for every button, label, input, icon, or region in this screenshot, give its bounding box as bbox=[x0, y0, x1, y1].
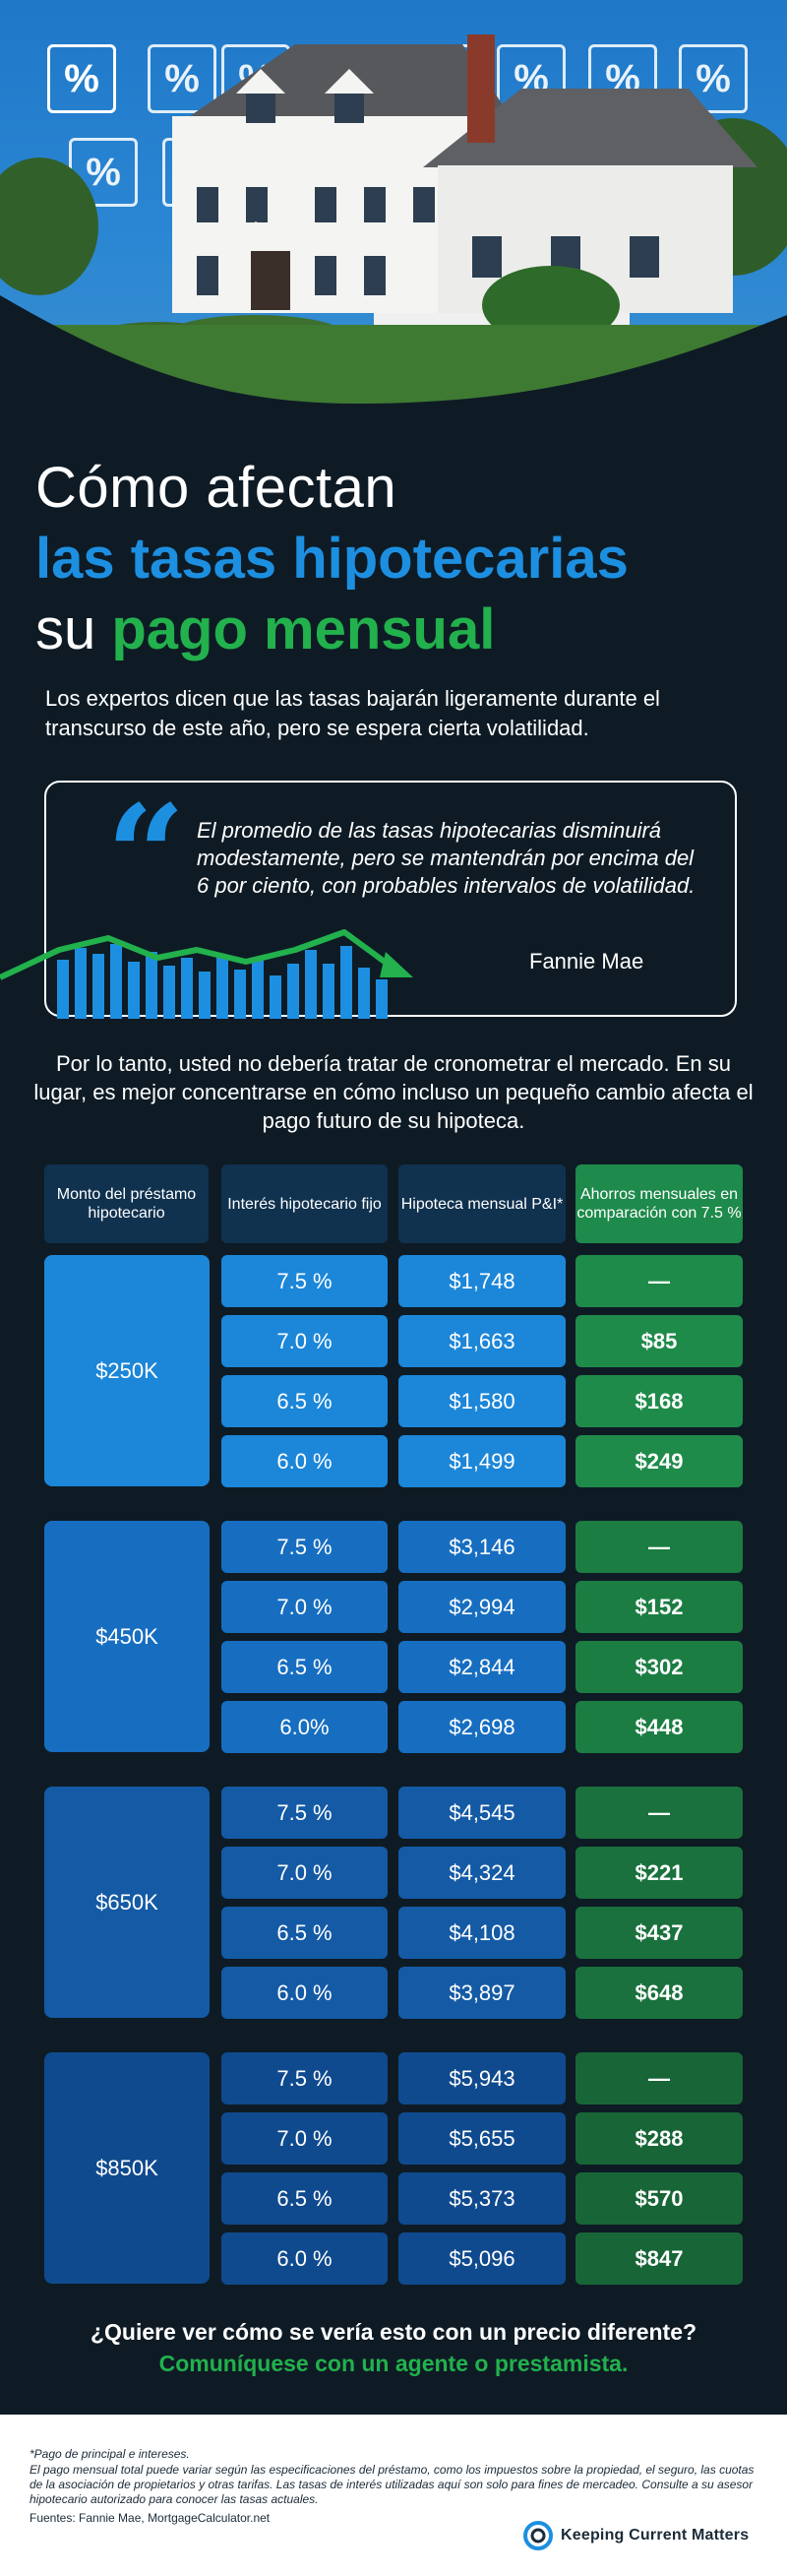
cta-contact: Comuníquese con un agente o prestamista. bbox=[158, 2351, 629, 2376]
rate-cell: 6.5 % bbox=[221, 1907, 388, 1959]
kcm-logo-icon bbox=[523, 2521, 553, 2550]
percent-tile-icon: % bbox=[47, 44, 116, 113]
savings-cell: — bbox=[575, 1521, 743, 1573]
savings-cell: — bbox=[575, 1787, 743, 1839]
savings-cell: $221 bbox=[575, 1847, 743, 1899]
title-line-1: Cómo afectan bbox=[35, 456, 397, 520]
payment-cell: $4,108 bbox=[398, 1907, 566, 1959]
quote-text: El promedio de las tasas hipotecarias di… bbox=[197, 818, 696, 898]
payment-cell: $4,324 bbox=[398, 1847, 566, 1899]
rate-cell: 6.0 % bbox=[221, 2232, 388, 2285]
rate-cell: 7.5 % bbox=[221, 1787, 388, 1839]
title-line-2: las tasas hipotecarias bbox=[35, 527, 629, 591]
payment-cell: $1,748 bbox=[398, 1255, 566, 1307]
loan-amount-cell: $450K bbox=[44, 1521, 210, 1752]
cta-question: ¿Quiere ver cómo se vería esto con un pr… bbox=[90, 2319, 697, 2345]
payment-cell: $1,663 bbox=[398, 1315, 566, 1367]
savings-cell: $437 bbox=[575, 1907, 743, 1959]
rate-cell: 7.0 % bbox=[221, 1581, 388, 1633]
rate-cell: 7.5 % bbox=[221, 1255, 388, 1307]
savings-cell: $648 bbox=[575, 1967, 743, 2019]
savings-cell: $168 bbox=[575, 1375, 743, 1427]
title-line-3-highlight: pago mensual bbox=[111, 597, 496, 661]
rate-cell: 6.0% bbox=[221, 1701, 388, 1753]
header-interest-rate: Interés hipotecario fijo bbox=[221, 1164, 388, 1243]
rate-cell: 7.0 % bbox=[221, 1315, 388, 1367]
trend-chart-icon bbox=[0, 929, 413, 1019]
payment-cell: $3,897 bbox=[398, 1967, 566, 2019]
hero-curve-divider bbox=[0, 295, 787, 413]
savings-cell: $85 bbox=[575, 1315, 743, 1367]
loan-amount-cell: $650K bbox=[44, 1787, 210, 2018]
hero-image: %%%%%%%%%%%% bbox=[0, 0, 787, 413]
title-line-3-prefix: su bbox=[35, 597, 112, 661]
payment-cell: $5,096 bbox=[398, 2232, 566, 2285]
savings-cell: $302 bbox=[575, 1641, 743, 1693]
header-monthly-payment: Hipoteca mensual P&I* bbox=[398, 1164, 566, 1243]
quote-mark-icon: “ bbox=[106, 776, 186, 937]
payment-cell: $5,655 bbox=[398, 2112, 566, 2165]
sources: Fuentes: Fannie Mae, MortgageCalculator.… bbox=[30, 2511, 271, 2525]
payment-cell: $2,994 bbox=[398, 1581, 566, 1633]
percent-tile-icon: % bbox=[69, 138, 138, 207]
title-line-3: su pago mensual bbox=[35, 595, 629, 665]
kcm-logo-text: Keeping Current Matters bbox=[561, 2527, 750, 2544]
savings-cell: — bbox=[575, 1255, 743, 1307]
loan-amount-cell: $850K bbox=[44, 2052, 210, 2284]
rate-cell: 6.0 % bbox=[221, 1435, 388, 1487]
savings-cell: $570 bbox=[575, 2172, 743, 2225]
payment-cell: $5,373 bbox=[398, 2172, 566, 2225]
rate-cell: 6.5 % bbox=[221, 1375, 388, 1427]
loan-amount-cell: $250K bbox=[44, 1255, 210, 1486]
footer bbox=[0, 2415, 787, 2576]
quote-box bbox=[44, 781, 737, 1017]
intro-text: Los expertos dicen que las tasas bajarán… bbox=[45, 686, 660, 740]
rate-cell: 6.5 % bbox=[221, 2172, 388, 2225]
payment-cell: $1,499 bbox=[398, 1435, 566, 1487]
percent-tile-icon: % bbox=[679, 44, 748, 113]
header-monthly-savings: Ahorros mensuales en comparación con 7.5… bbox=[575, 1164, 743, 1243]
page-title: Cómo afectan las tasas hipotecarias su p… bbox=[35, 453, 629, 665]
payment-cell: $4,545 bbox=[398, 1787, 566, 1839]
footnote-disclaimer: El pago mensual total puede variar según… bbox=[30, 2463, 755, 2506]
payment-cell: $2,698 bbox=[398, 1701, 566, 1753]
savings-cell: $448 bbox=[575, 1701, 743, 1753]
percent-tile-icon: % bbox=[148, 44, 216, 113]
savings-cell: $847 bbox=[575, 2232, 743, 2285]
rate-cell: 7.0 % bbox=[221, 1847, 388, 1899]
kcm-logo: Keeping Current Matters bbox=[523, 2521, 749, 2550]
savings-cell: $249 bbox=[575, 1435, 743, 1487]
rate-cell: 7.0 % bbox=[221, 2112, 388, 2165]
savings-cell: $288 bbox=[575, 2112, 743, 2165]
footnote-principal-interest: *Pago de principal e intereses. bbox=[30, 2447, 190, 2461]
savings-cell: $152 bbox=[575, 1581, 743, 1633]
rate-cell: 7.5 % bbox=[221, 2052, 388, 2105]
payment-cell: $2,844 bbox=[398, 1641, 566, 1693]
rate-cell: 6.0 % bbox=[221, 1967, 388, 2019]
lead-text: Por lo tanto, usted no debería tratar de… bbox=[33, 1051, 754, 1133]
rate-cell: 6.5 % bbox=[221, 1641, 388, 1693]
payment-cell: $5,943 bbox=[398, 2052, 566, 2105]
rate-cell: 7.5 % bbox=[221, 1521, 388, 1573]
payment-cell: $3,146 bbox=[398, 1521, 566, 1573]
quote-author: Fannie Mae bbox=[529, 949, 644, 974]
payment-cell: $1,580 bbox=[398, 1375, 566, 1427]
header-loan-amount: Monto del préstamo hipotecario bbox=[44, 1164, 209, 1243]
savings-cell: — bbox=[575, 2052, 743, 2105]
